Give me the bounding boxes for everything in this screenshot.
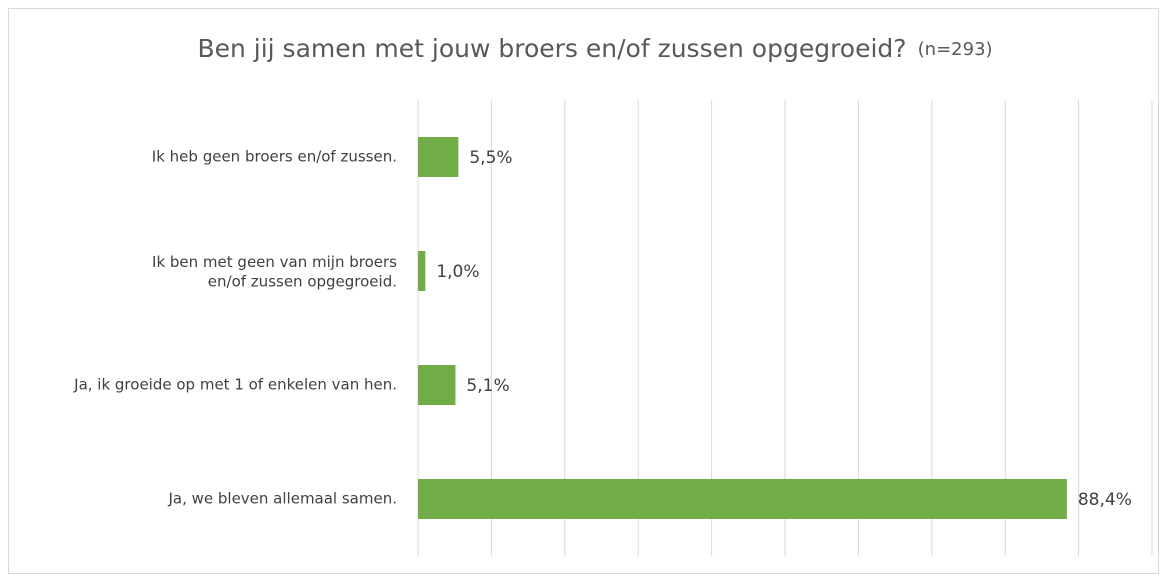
y-tick-label: Ik heb geen broers en/of zussen.	[152, 148, 397, 166]
data-label: 5,1%	[466, 376, 509, 396]
chart-title: Ben jij samen met jouw broers en/of zuss…	[197, 34, 906, 63]
chart-title-group: Ben jij samen met jouw broers en/of zuss…	[197, 34, 992, 63]
bar	[418, 137, 459, 177]
bar	[418, 251, 426, 291]
y-tick-label: Ik ben met geen van mijn broers en/of zus…	[152, 253, 397, 291]
label-line: Ik ben met geen van mijn broers	[152, 253, 397, 271]
data-label: 88,4%	[1078, 490, 1132, 510]
y-tick-label: Ja, ik groeide op met 1 of enkelen van h…	[73, 376, 397, 394]
data-label: 5,5%	[469, 148, 512, 168]
data-label: 1,0%	[436, 262, 479, 282]
y-tick-label: Ja, we bleven allemaal samen.	[167, 490, 397, 508]
bar	[418, 479, 1067, 519]
chart-subtitle: (n=293)	[918, 39, 993, 60]
bar	[418, 365, 456, 405]
label-line: en/of zussen opgegroeid.	[208, 272, 397, 290]
